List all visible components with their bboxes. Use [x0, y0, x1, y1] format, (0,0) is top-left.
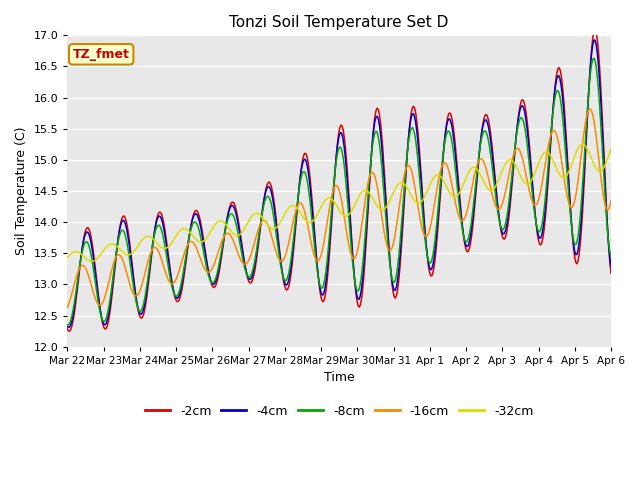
-8cm [463, 239, 470, 245]
-4cm [558, 91, 566, 97]
-8cm [607, 253, 615, 259]
-4cm [234, 218, 241, 224]
-8cm [232, 223, 240, 228]
-2cm [369, 136, 376, 142]
-8cm [63, 322, 71, 328]
-2cm [607, 271, 615, 276]
-16cm [292, 205, 300, 211]
-2cm [558, 81, 566, 86]
-2cm [591, 26, 599, 32]
-32cm [234, 233, 241, 239]
Line: -2cm: -2cm [67, 29, 611, 331]
Text: TZ_fmet: TZ_fmet [73, 48, 130, 61]
-8cm [590, 55, 598, 61]
-8cm [367, 152, 375, 157]
-4cm [65, 324, 72, 330]
-32cm [294, 206, 301, 212]
-4cm [464, 243, 472, 249]
-2cm [294, 200, 301, 206]
-8cm [557, 101, 565, 107]
-32cm [395, 181, 403, 187]
-32cm [464, 170, 472, 176]
-32cm [558, 174, 566, 180]
-16cm [394, 216, 401, 221]
-4cm [607, 263, 615, 269]
-4cm [369, 136, 376, 142]
-32cm [63, 255, 71, 261]
-32cm [369, 195, 376, 201]
-32cm [607, 146, 615, 152]
-16cm [607, 198, 615, 204]
-32cm [579, 141, 586, 147]
-4cm [395, 267, 403, 273]
-2cm [234, 214, 241, 219]
Line: -8cm: -8cm [67, 58, 611, 325]
Legend: -2cm, -4cm, -8cm, -16cm, -32cm: -2cm, -4cm, -8cm, -16cm, -32cm [140, 400, 538, 423]
-8cm [394, 264, 401, 270]
-2cm [464, 249, 472, 254]
-16cm [63, 304, 71, 310]
-4cm [294, 197, 301, 203]
-16cm [463, 209, 470, 215]
-2cm [395, 277, 403, 283]
-2cm [63, 326, 71, 332]
X-axis label: Time: Time [324, 372, 355, 384]
-8cm [292, 207, 300, 213]
Line: -16cm: -16cm [67, 109, 611, 307]
Line: -32cm: -32cm [67, 144, 611, 261]
-4cm [63, 324, 71, 329]
Y-axis label: Soil Temperature (C): Soil Temperature (C) [15, 127, 28, 255]
-16cm [232, 246, 240, 252]
-16cm [557, 155, 565, 160]
-2cm [66, 328, 74, 334]
-16cm [367, 169, 375, 175]
Title: Tonzi Soil Temperature Set D: Tonzi Soil Temperature Set D [230, 15, 449, 30]
-32cm [88, 258, 96, 264]
-16cm [586, 106, 593, 112]
Line: -4cm: -4cm [67, 40, 611, 327]
-4cm [590, 37, 598, 43]
